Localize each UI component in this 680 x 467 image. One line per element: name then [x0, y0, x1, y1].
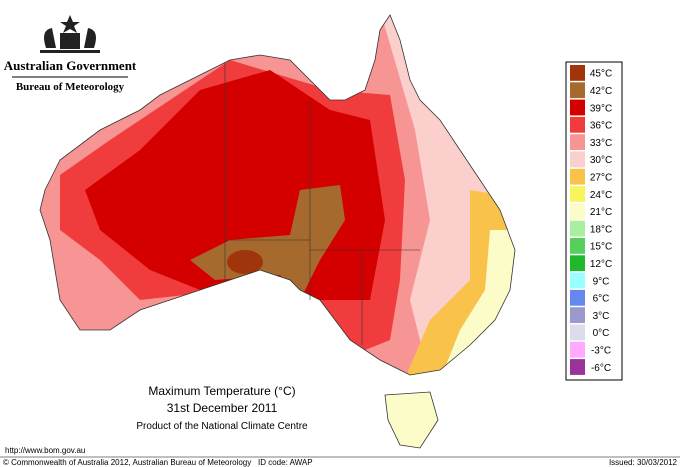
id-code: ID code: AWAP	[258, 458, 313, 467]
legend-swatch	[570, 220, 585, 237]
legend-swatch	[570, 99, 585, 116]
legend-label: 39°C	[590, 103, 612, 114]
bureau: Bureau of Meteorology	[16, 81, 125, 93]
legend-label: -3°C	[591, 345, 611, 356]
legend-swatch	[570, 289, 585, 306]
coat-of-arms	[40, 15, 100, 53]
legend-label: 6°C	[593, 294, 610, 305]
legend-swatch	[570, 238, 585, 254]
government: Australian Government	[4, 58, 137, 73]
legend-swatch	[570, 82, 585, 99]
state-borders	[224, 62, 420, 345]
legend-label: 27°C	[590, 172, 612, 183]
legend-label: -6°C	[591, 363, 611, 374]
legend-swatch	[570, 341, 585, 358]
legend-label: 24°C	[590, 190, 612, 201]
legend-label: 15°C	[590, 242, 612, 253]
legend-label: 12°C	[590, 259, 612, 270]
legend-label: 33°C	[590, 138, 612, 149]
legend-label: 21°C	[590, 207, 612, 218]
coastline	[39, 14, 516, 449]
legend: 45°C 42°C 39°C 36°C 33°C 30°C 27°C 24°C 21°C 18°C…	[570, 65, 612, 375]
legend-swatch	[570, 324, 585, 341]
legend-swatch	[570, 359, 585, 375]
legend-swatch	[570, 168, 585, 185]
issued: Issued: 30/03/2012	[609, 458, 678, 467]
map-title: Maximum Temperature (°C)	[148, 384, 295, 398]
legend-swatch	[570, 203, 585, 220]
legend-label: 42°C	[590, 86, 612, 97]
legend-swatch	[570, 65, 585, 81]
legend-label: 0°C	[593, 328, 610, 339]
map-date: 31st December 2011	[167, 401, 278, 415]
legend-swatch	[570, 151, 585, 168]
legend-label: 9°C	[593, 276, 610, 287]
legend-swatch	[570, 255, 585, 272]
legend-label: 36°C	[590, 121, 612, 132]
legend-label: 18°C	[590, 224, 612, 235]
legend-label: 3°C	[593, 311, 610, 322]
legend-label: 30°C	[590, 155, 612, 166]
legend-swatch	[570, 272, 585, 289]
copyright: © Commonwealth of Australia 2012, Austra…	[3, 458, 251, 467]
legend-swatch	[570, 186, 585, 202]
legend-swatch	[570, 134, 585, 150]
legend-swatch	[570, 307, 585, 323]
map-source: Product of the National Climate Centre	[136, 421, 308, 432]
legend-swatch	[570, 116, 585, 133]
legend-label: 45°C	[590, 69, 612, 80]
url: http://www.bom.gov.au	[5, 446, 85, 455]
